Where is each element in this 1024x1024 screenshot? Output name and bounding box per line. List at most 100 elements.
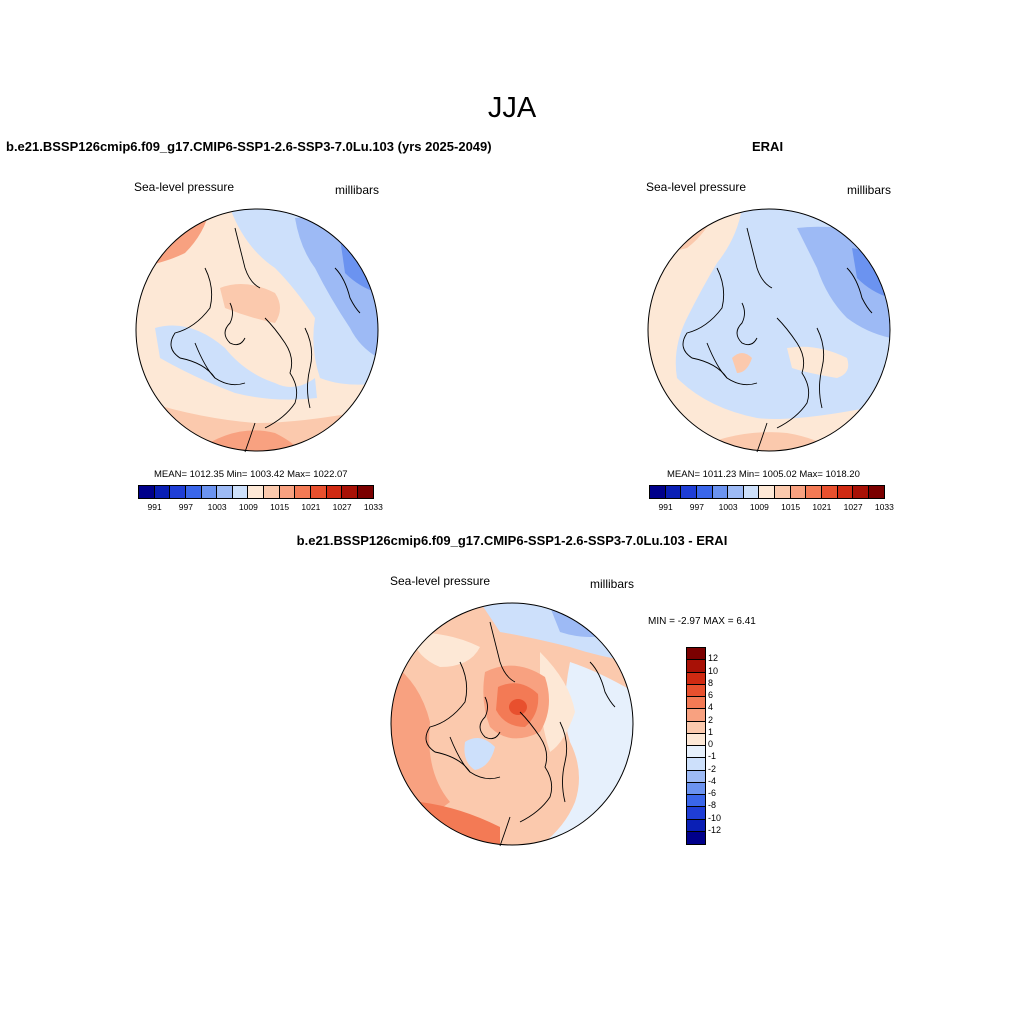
colorbar-tick-label: 991 [658, 502, 673, 512]
colorbar-tick-label: 991 [147, 502, 162, 512]
panel2-low-pressure-pole [727, 266, 781, 318]
colorbar-swatch [185, 486, 202, 498]
colorbar-swatch [232, 486, 249, 498]
colorbar-swatch [264, 486, 280, 498]
colorbar-swatch [696, 486, 713, 498]
colorbar-swatch [687, 819, 705, 832]
colorbar-tick-label: 8 [708, 677, 714, 688]
colorbar-tick-label: -4 [708, 775, 717, 786]
colorbar-swatch [295, 486, 311, 498]
colorbar-tick-label: 1003 [718, 502, 738, 512]
colorbar-tick-label: 1021 [812, 502, 832, 512]
panel1-map-border [135, 208, 379, 452]
panel3-title: b.e21.BSSP126cmip6.f09_g17.CMIP6-SSP1-2.… [296, 533, 728, 548]
panel3-near-zero-northwest [410, 632, 480, 667]
panel2-polar-map [647, 208, 891, 453]
colorbar-swatch [687, 684, 705, 697]
colorbar-tick-label: 997 [178, 502, 193, 512]
colorbar-swatch [279, 486, 296, 498]
colorbar-swatch [687, 831, 705, 844]
colorbar-swatch [248, 486, 264, 498]
colorbar-swatch [775, 486, 791, 498]
colorbar-swatch [665, 486, 682, 498]
colorbar-tick-label: 4 [708, 702, 714, 713]
colorbar-tick-label: 0 [708, 739, 714, 749]
colorbar-tick-label: 2 [708, 714, 714, 725]
panel2-high-pressure-greenland [732, 353, 752, 373]
colorbar-swatch [837, 486, 854, 498]
colorbar-swatch [759, 486, 775, 498]
colorbar-tick-label: -8 [708, 800, 717, 811]
colorbar-tick-label: -6 [708, 788, 717, 798]
panel3-variable-label: Sea-level pressure [390, 574, 491, 588]
colorbar-swatch [687, 782, 705, 795]
panel2-colorbar [649, 485, 886, 499]
colorbar-swatch [728, 486, 744, 498]
colorbar-tick-label: -12 [708, 824, 722, 835]
colorbar-swatch [853, 486, 869, 498]
colorbar-swatch [806, 486, 822, 498]
panel2-map-border [647, 208, 891, 452]
colorbar-tick-label: 10 [708, 665, 719, 676]
colorbar-swatch [712, 486, 729, 498]
colorbar-swatch [687, 807, 705, 820]
colorbar-swatch [687, 648, 705, 661]
colorbar-swatch [790, 486, 807, 498]
panel2-variable-label: Sea-level pressure [646, 180, 747, 194]
panel1-variable-label: Sea-level pressure [134, 180, 235, 194]
colorbar-tick-label: 1033 [874, 502, 894, 512]
panel2-high-pressure-west [648, 209, 890, 451]
colorbar-tick-label: 1027 [332, 502, 352, 512]
panel1-coastlines [170, 227, 361, 453]
colorbar-swatch [342, 486, 358, 498]
colorbar-tick-label: 1021 [301, 502, 321, 512]
colorbar-tick-label: -1 [708, 751, 717, 762]
colorbar-swatch [687, 660, 705, 673]
colorbar-tick-label: -10 [708, 812, 722, 823]
colorbar-tick-label: 1009 [238, 502, 258, 512]
colorbar-swatch [687, 709, 705, 722]
colorbar-swatch [217, 486, 233, 498]
colorbar-tick-label: 997 [689, 502, 704, 512]
panel1-high-pressure-center [220, 284, 280, 323]
colorbar-swatch [687, 746, 705, 759]
panel1-units-label: millibars [335, 183, 380, 197]
colorbar-swatch [170, 486, 186, 498]
panel3-colorbar [686, 647, 706, 845]
panel1-stats: MEAN= 1012.35 Min= 1003.42 Max= 1022.07 [154, 469, 348, 480]
panel1-polar-map [135, 208, 379, 453]
colorbar-swatch [326, 486, 343, 498]
panel2-title: ERAI [752, 139, 784, 154]
colorbar-swatch [687, 733, 705, 746]
colorbar-swatch [687, 721, 705, 734]
colorbar-tick-label: 1 [708, 726, 714, 737]
colorbar-swatch [650, 486, 666, 498]
colorbar-swatch [687, 672, 705, 685]
panel2-units-label: millibars [847, 183, 892, 197]
colorbar-tick-label: 1015 [270, 502, 290, 512]
panel3-polar-map [390, 602, 634, 847]
colorbar-swatch [687, 758, 705, 771]
panel2-stats: MEAN= 1011.23 Min= 1005.02 Max= 1018.20 [667, 469, 860, 480]
colorbar-tick-label: 1015 [781, 502, 801, 512]
colorbar-swatch [310, 486, 327, 498]
colorbar-swatch [154, 486, 171, 498]
colorbar-swatch [687, 795, 705, 808]
colorbar-swatch [357, 486, 374, 498]
colorbar-swatch [743, 486, 760, 498]
panel3-map-border [390, 602, 634, 846]
colorbar-tick-label: 1009 [749, 502, 769, 512]
colorbar-swatch [139, 486, 155, 498]
colorbar-tick-label: -2 [708, 763, 717, 774]
colorbar-swatch [687, 697, 705, 710]
panel3-near-zero-band [540, 652, 575, 752]
panel3-positive-peak [509, 699, 527, 715]
colorbar-tick-label: 1003 [207, 502, 227, 512]
colorbar-tick-label: 6 [708, 690, 714, 700]
panel3-min-max: MIN = -2.97 MAX = 6.41 [648, 616, 756, 627]
colorbar-swatch [681, 486, 697, 498]
panel2-coastlines [682, 227, 873, 453]
colorbar-tick-label: 1027 [843, 502, 863, 512]
season-title: JJA [487, 92, 537, 124]
colorbar-swatch [821, 486, 838, 498]
